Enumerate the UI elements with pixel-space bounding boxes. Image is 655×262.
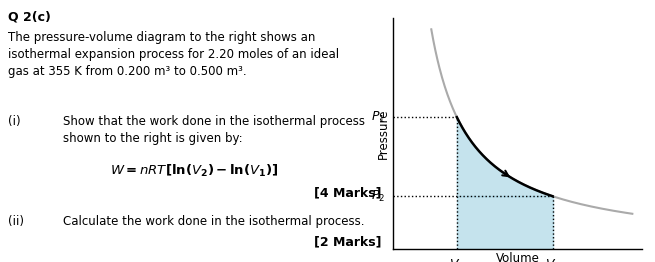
Text: Q 2(c): Q 2(c) xyxy=(8,10,50,24)
Text: [2 Marks]: [2 Marks] xyxy=(314,236,381,249)
Text: $P_1$: $P_1$ xyxy=(371,110,386,125)
Y-axis label: Pressure: Pressure xyxy=(377,108,390,159)
Text: $\mathbf{\mathit{W} = \mathit{nRT}[ln(\mathit{V}_2) - ln(\mathit{V}_1)]}$: $\mathbf{\mathit{W} = \mathit{nRT}[ln(\m… xyxy=(110,162,278,178)
Text: (ii): (ii) xyxy=(8,215,24,228)
X-axis label: Volume: Volume xyxy=(496,252,539,262)
Text: Show that the work done in the isothermal process
shown to the right is given by: Show that the work done in the isotherma… xyxy=(63,115,365,145)
Text: (i): (i) xyxy=(8,115,20,128)
Text: $P_2$: $P_2$ xyxy=(371,189,386,204)
Text: Calculate the work done in the isothermal process.: Calculate the work done in the isotherma… xyxy=(63,215,364,228)
Text: $V_1$: $V_1$ xyxy=(449,258,464,262)
Text: $V_2$: $V_2$ xyxy=(545,258,560,262)
Text: The pressure-volume diagram to the right shows an
isothermal expansion process f: The pressure-volume diagram to the right… xyxy=(8,31,339,78)
Text: [4 Marks]: [4 Marks] xyxy=(314,186,381,199)
